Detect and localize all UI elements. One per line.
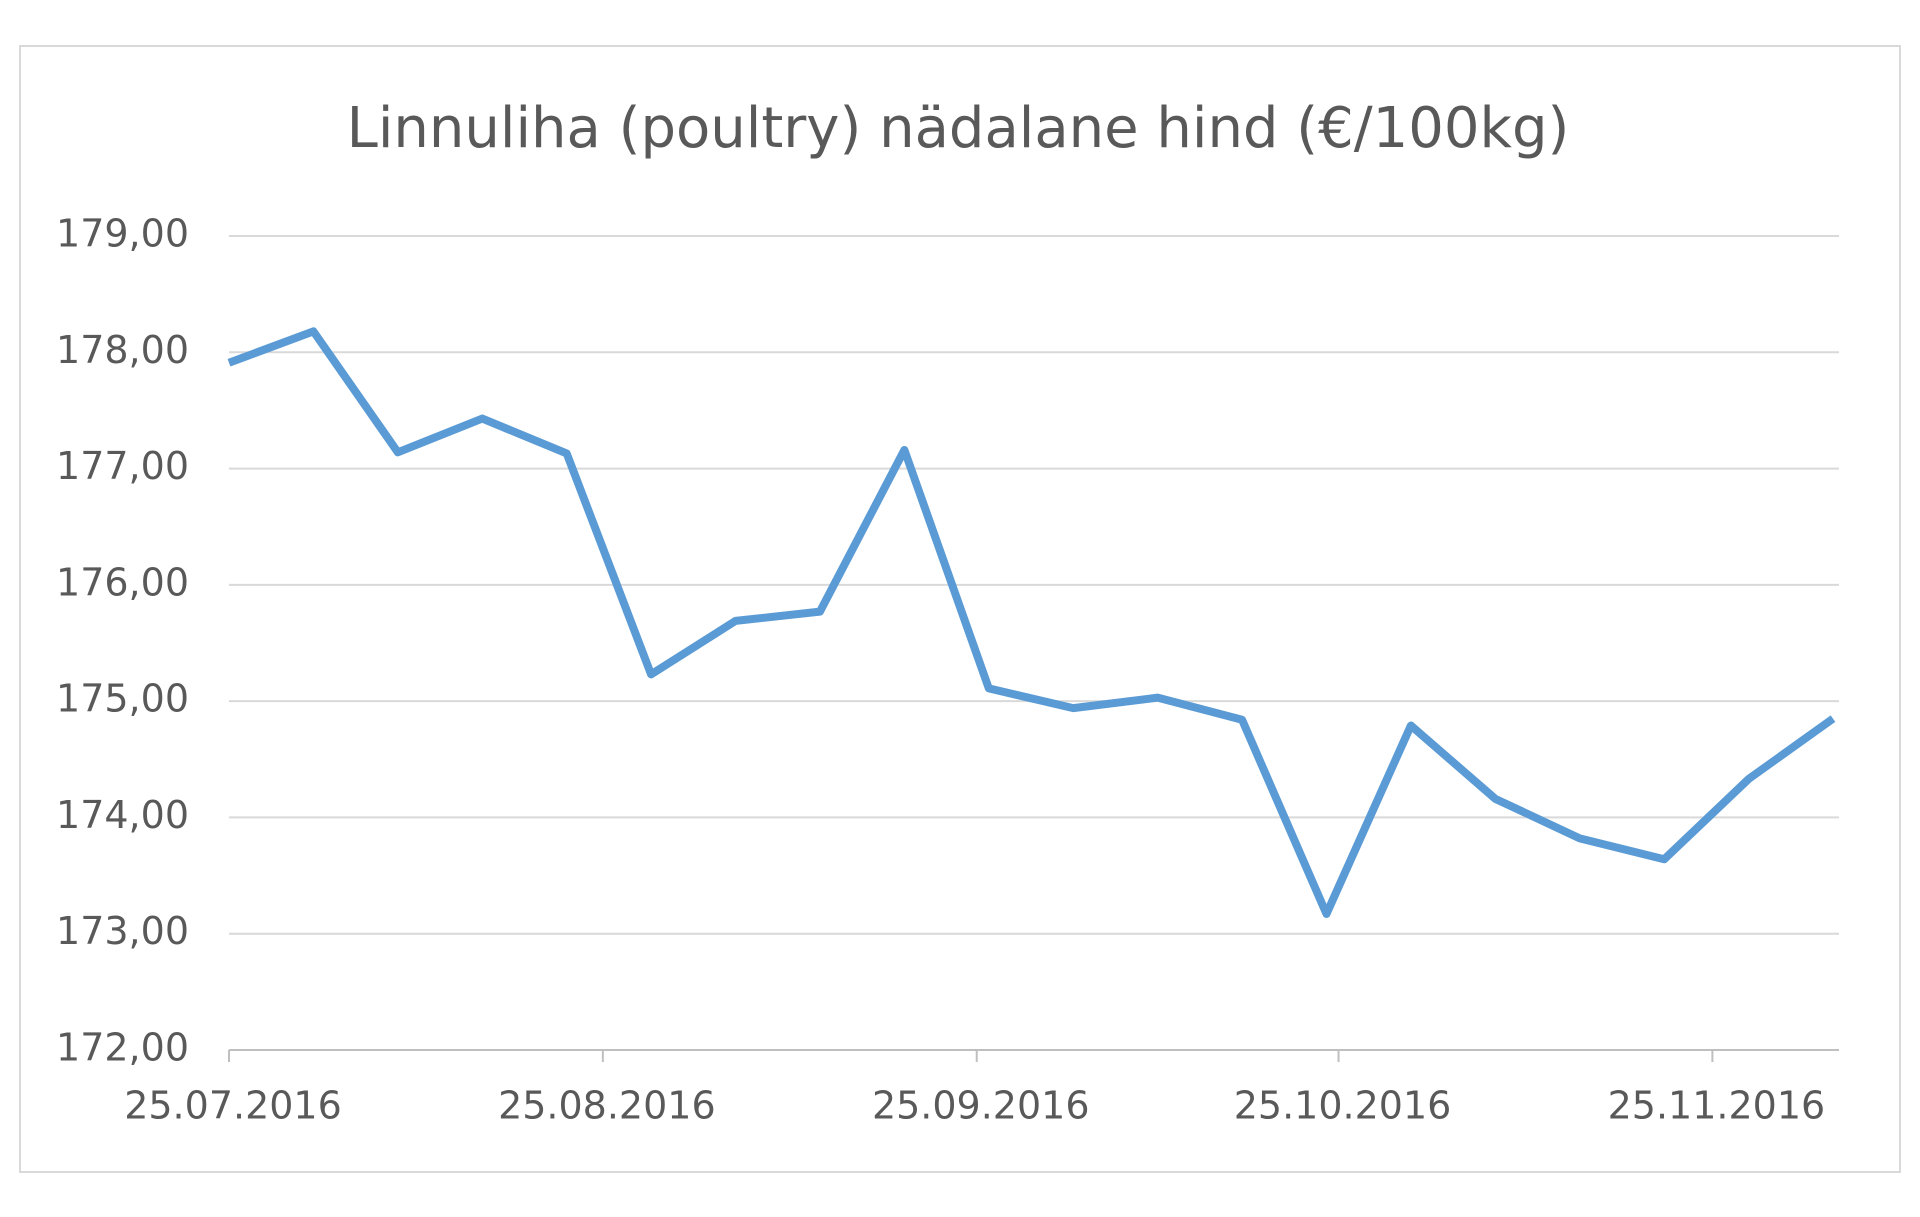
- x-tick-label: 25.09.2016: [872, 1084, 1090, 1128]
- y-tick-label: 175,00: [56, 677, 189, 721]
- chart-title: Linnuliha (poultry) nädalane hind (€/100…: [347, 96, 1570, 161]
- y-tick-label: 172,00: [56, 1026, 189, 1070]
- y-tick-label: 177,00: [56, 444, 189, 488]
- y-tick-label: 173,00: [56, 909, 189, 953]
- y-tick-label: 176,00: [56, 560, 189, 604]
- series-line: [227, 327, 1836, 918]
- x-tick-label: 25.10.2016: [1234, 1084, 1452, 1128]
- y-tick-label: 179,00: [56, 212, 189, 256]
- y-tick-label: 174,00: [56, 793, 189, 837]
- y-tick-label: 178,00: [56, 328, 189, 372]
- x-tick-label: 25.07.2016: [124, 1084, 342, 1128]
- x-tick-label: 25.11.2016: [1608, 1084, 1826, 1128]
- x-tick-label: 25.08.2016: [498, 1084, 716, 1128]
